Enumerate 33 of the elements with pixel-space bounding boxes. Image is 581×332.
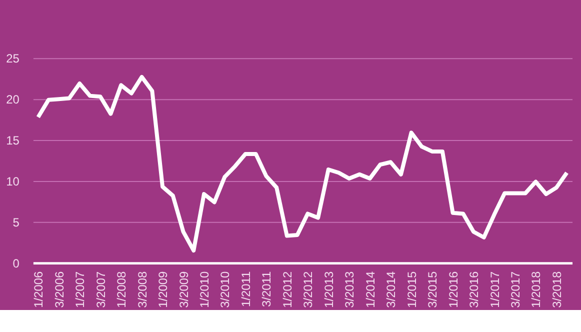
x-tick-label: 3/2013 — [342, 270, 357, 308]
x-tick-label: 3/2016 — [467, 270, 482, 308]
x-tick-label: 1/2011 — [238, 270, 253, 308]
x-tick-label: 3/2007 — [94, 270, 108, 308]
y-tick-label: 5 — [12, 215, 20, 230]
x-tick-label: 1/2018 — [529, 270, 544, 308]
x-tick-label: 3/2015 — [426, 270, 440, 308]
x-tick-label: 1/2006 — [32, 270, 46, 308]
x-tick-label: 1/2010 — [197, 270, 212, 308]
y-tick-label: 15 — [6, 134, 20, 148]
x-tick-label: 3/2014 — [384, 270, 398, 308]
x-tick-label: 1/2009 — [156, 270, 170, 308]
x-tick-label: 3/2008 — [135, 270, 150, 308]
x-tick-label: 1/2016 — [446, 270, 460, 308]
y-tick-label: 25 — [6, 52, 20, 66]
x-tick-label: 3/2017 — [508, 270, 522, 308]
x-tick-label: 1/2017 — [488, 270, 502, 308]
line-series — [36, 74, 569, 253]
x-tick-label: 1/2013 — [322, 270, 336, 308]
x-tick-label: 1/2007 — [73, 270, 88, 308]
x-tick-label: 3/2009 — [176, 270, 191, 308]
x-tick-label: 1/2015 — [404, 270, 419, 308]
y-tick-label: 20 — [6, 92, 20, 107]
x-tick-label: 3/2010 — [218, 270, 232, 308]
x-tick-label: 1/2008 — [114, 270, 129, 308]
x-tick-label: 1/2014 — [363, 270, 378, 308]
x-tick-label: 3/2011 — [260, 270, 274, 308]
x-tick-label: 3/2006 — [52, 270, 66, 308]
x-tick-label: 1/2012 — [280, 270, 294, 308]
x-tick-label: 3/2012 — [301, 270, 316, 308]
x-tick-label: 3/2018 — [550, 270, 564, 308]
y-tick-label: 10 — [6, 174, 20, 188]
y-tick-label: 0 — [12, 256, 20, 270]
